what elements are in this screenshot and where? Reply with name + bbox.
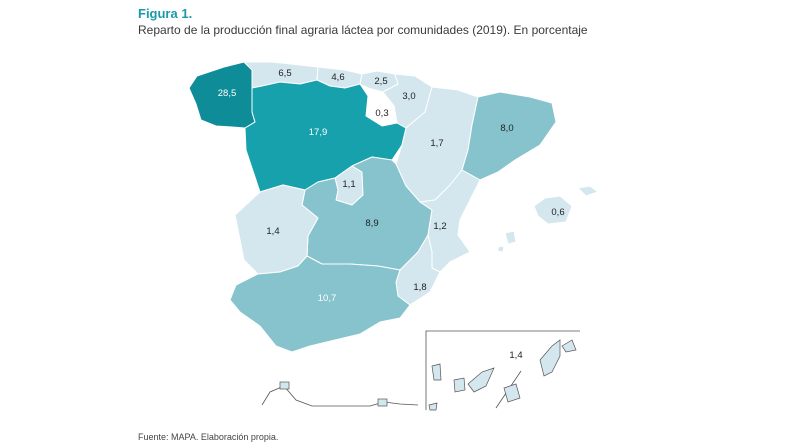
figure-label: Figura 1. [138, 6, 193, 21]
ceuta-marker [279, 381, 290, 390]
value-label-cantabria: 4,6 [331, 72, 344, 83]
region-canarias [428, 339, 577, 411]
value-label-castilla-y-leon: 17,9 [309, 127, 328, 138]
value-label-la-rioja: 0,3 [375, 108, 388, 119]
melilla-marker [377, 398, 388, 407]
value-label-madrid: 1,1 [342, 179, 355, 190]
region-baleares-menorca [577, 185, 599, 197]
region-baleares-mallorca [533, 195, 573, 225]
region-andalucia [229, 255, 411, 353]
region-comunidad-valenciana [419, 169, 481, 273]
region-castilla-y-leon [244, 79, 407, 193]
north-africa-coastline [261, 385, 419, 407]
region-baleares-formentera [497, 245, 505, 253]
value-label-pais-vasco: 2,5 [374, 76, 387, 87]
value-label-cataluna: 8,0 [500, 123, 513, 134]
region-baleares-ibiza [504, 230, 517, 245]
value-label-galicia: 28,5 [218, 88, 237, 99]
value-label-asturias: 6,5 [278, 68, 291, 79]
value-label-extremadura: 1,4 [266, 226, 279, 237]
value-label-comunidad-valenciana: 1,2 [433, 221, 446, 232]
region-cataluna [461, 91, 557, 181]
value-label-canarias: 1,4 [509, 350, 522, 361]
canarias-inset-frame [425, 330, 580, 410]
value-label-navarra: 3,0 [402, 91, 415, 102]
value-label-andalucia: 10,7 [318, 293, 337, 304]
value-label-murcia: 1,8 [413, 282, 426, 293]
value-label-castilla-la-mancha: 8,9 [365, 218, 378, 229]
figure-title: Reparto de la producción final agraria l… [138, 23, 588, 37]
source-note: Fuente: MAPA. Elaboración propia. [138, 432, 279, 442]
value-label-baleares: 0,6 [551, 207, 564, 218]
value-label-aragon: 1,7 [430, 138, 443, 149]
